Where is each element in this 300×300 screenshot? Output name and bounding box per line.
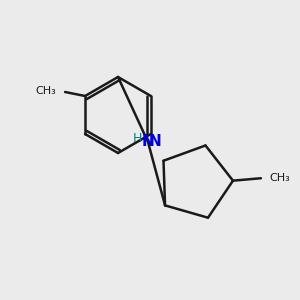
- Text: N: N: [142, 134, 154, 149]
- Text: N: N: [148, 134, 161, 148]
- Text: H: H: [132, 133, 142, 146]
- Text: CH₃: CH₃: [270, 173, 291, 183]
- Text: CH₃: CH₃: [35, 86, 56, 96]
